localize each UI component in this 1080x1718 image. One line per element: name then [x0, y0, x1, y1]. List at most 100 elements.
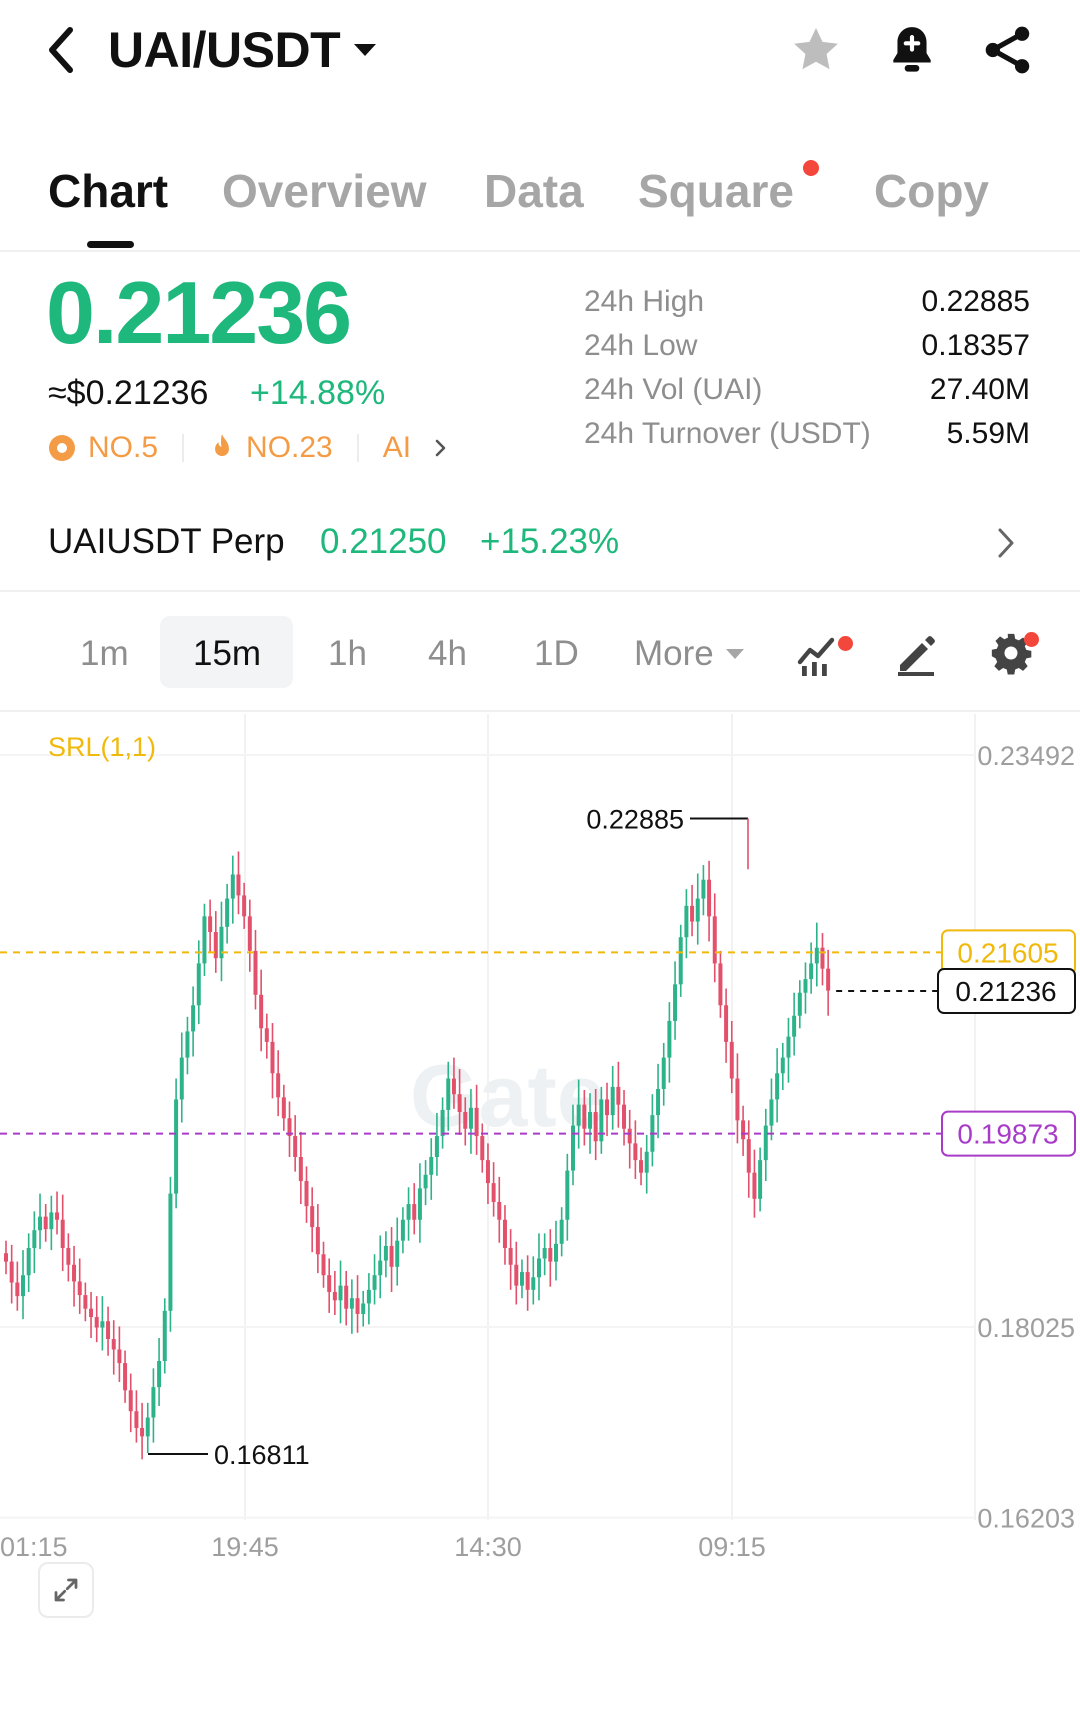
candle-body [814, 947, 819, 964]
expand-chart-icon[interactable] [38, 1562, 94, 1618]
chart-svg[interactable]: Gate 0.21605 0.19873 0.21236 0.22885 0.16811… [0, 714, 1080, 1718]
candle-body [622, 1104, 627, 1129]
tab-chart[interactable]: Chart [48, 165, 169, 217]
candle-body [661, 1057, 666, 1089]
stat-row: 24h Vol (UAI) 27.40M [584, 368, 1030, 412]
current-price-tag [937, 968, 1076, 1015]
caret-down-icon [354, 44, 377, 56]
candle-body [66, 1248, 71, 1265]
candle-body [191, 1005, 196, 1032]
candle-body [701, 879, 706, 899]
candle-body [72, 1264, 77, 1282]
timeframe-4h[interactable]: 4h [428, 634, 467, 673]
more-label: More [634, 634, 714, 673]
candle-body [26, 1248, 31, 1276]
candle-body [247, 916, 252, 951]
candle-body [678, 937, 683, 985]
stats-panel: 24h High 0.22885 24h Low 0.18357 24h Vol… [584, 280, 1030, 456]
x-tick-label: 01:15 [0, 1532, 68, 1562]
rank-1-label: NO.5 [88, 431, 159, 464]
candle-body [264, 1028, 269, 1042]
candle-body [349, 1298, 354, 1309]
tab-data[interactable]: Data [484, 165, 584, 217]
candle-body [9, 1261, 14, 1283]
candle-body [179, 1057, 184, 1100]
candle-body [106, 1321, 111, 1340]
back-arrow-icon[interactable] [40, 22, 90, 78]
candle-body [508, 1248, 513, 1265]
candle-body [735, 1078, 740, 1121]
candle-body [140, 1427, 145, 1437]
candle-body [826, 968, 831, 991]
stat-value: 0.22885 [921, 285, 1030, 318]
tab-overview[interactable]: Overview [222, 165, 427, 217]
candle-body [809, 963, 814, 980]
candle-body [769, 1099, 774, 1126]
tab-square[interactable]: Square [638, 165, 794, 217]
y-tick-label: 0.16203 [977, 1504, 1075, 1534]
candle-body [298, 1156, 303, 1182]
candle-body [361, 1303, 366, 1314]
tag-label: AI [382, 431, 412, 464]
timeframe-bar: 1m 15m 1h 4h 1D More [0, 600, 1080, 712]
stat-label: 24h Turnover (USDT) [584, 417, 871, 450]
more-timeframes-dropdown[interactable]: More [634, 634, 744, 674]
stat-label: 24h Low [584, 329, 698, 362]
candle-body [627, 1128, 632, 1144]
candle-body [616, 1086, 621, 1105]
candle-body [389, 1245, 394, 1267]
main-tabs: Chart Overview Data Square Copy [0, 140, 1080, 252]
stat-value: 5.59M [946, 417, 1030, 450]
candle-body [690, 905, 695, 922]
candle-body [287, 1118, 292, 1137]
candlestick-chart[interactable]: Gate 0.21605 0.19873 0.21236 0.22885 0.16811… [0, 714, 1080, 1718]
candle-body [321, 1254, 326, 1276]
candle-body [718, 963, 723, 1006]
stat-row: 24h High 0.22885 [584, 280, 1030, 324]
candle-body [775, 1073, 780, 1100]
candle-body [208, 916, 213, 933]
timeframe-15m[interactable]: 15m [193, 634, 262, 673]
candle-body [196, 963, 201, 1006]
candle-body [355, 1298, 360, 1314]
draw-pencil-icon[interactable] [892, 630, 940, 678]
candle-body [820, 947, 825, 969]
top-bar: UAI/USDT [0, 0, 1080, 110]
candle-body [605, 1099, 610, 1116]
candle-body [457, 1094, 462, 1112]
candle-body [531, 1277, 536, 1290]
indicators-icon[interactable] [794, 630, 842, 678]
candle-body [695, 898, 700, 922]
timeframe-1h[interactable]: 1h [328, 634, 367, 673]
rank-badge-2[interactable]: NO.23 [208, 431, 333, 465]
candle-body [157, 1361, 162, 1388]
usd-price: ≈$0.21236 [48, 374, 209, 412]
bell-plus-icon[interactable] [884, 22, 940, 78]
indicator-label: SRL(1,1) [48, 732, 157, 762]
timeframe-1d[interactable]: 1D [534, 634, 579, 673]
rank-badge-1[interactable]: NO.5 [48, 431, 158, 465]
pair-title: UAI/USDT [108, 22, 341, 78]
candle-body [792, 1015, 797, 1037]
tab-copy[interactable]: Copy [874, 165, 989, 217]
perp-link-row[interactable]: UAIUSDT Perp 0.21250 +15.23% [0, 500, 1080, 592]
category-tag-ai[interactable]: AI [383, 431, 449, 465]
chevron-right-icon [998, 528, 1014, 558]
share-icon[interactable] [980, 22, 1036, 78]
y-tick-label: 0.23492 [977, 741, 1075, 771]
candle-body [536, 1258, 541, 1278]
pair-selector[interactable]: UAI/USDT [108, 18, 377, 82]
timeframe-1m[interactable]: 1m [80, 634, 129, 673]
candle-body [230, 874, 235, 899]
candle-body [763, 1125, 768, 1161]
stat-value: 0.18357 [921, 329, 1030, 362]
candle-body [423, 1174, 428, 1189]
active-tab-indicator [87, 241, 134, 248]
star-icon[interactable] [788, 22, 844, 78]
candle-body [593, 1111, 598, 1142]
ring-icon [49, 435, 75, 461]
candle-body [151, 1387, 156, 1418]
candle-body [797, 992, 802, 1016]
settings-gear-icon[interactable] [988, 630, 1036, 678]
candle-body [491, 1183, 496, 1202]
